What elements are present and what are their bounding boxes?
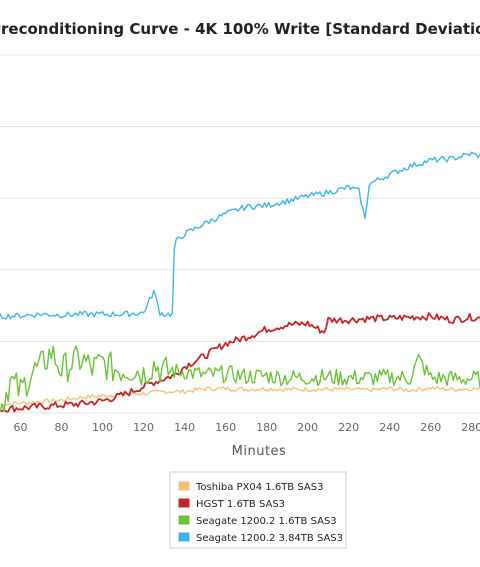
x-tick-label: 60	[14, 421, 28, 434]
legend-swatch-1	[177, 480, 191, 492]
x-tick-label: 240	[379, 421, 400, 434]
legend-label-1: Toshiba PX04 1.6TB SAS3	[195, 482, 323, 493]
x-tick-label: 140	[174, 421, 195, 434]
x-tick-label: 120	[133, 421, 154, 434]
series-line-4	[0, 151, 480, 320]
x-tick-label: 160	[215, 421, 236, 434]
legend-swatch-2	[177, 497, 191, 509]
plot-area	[0, 151, 480, 413]
x-tick-label: 200	[297, 421, 318, 434]
x-tick-label: 80	[55, 421, 69, 434]
x-axis-ticks: 60 80 100 120 140 160 180 200 220 240 260 280	[14, 421, 480, 434]
x-tick-label: 100	[92, 421, 113, 434]
legend-box	[169, 471, 347, 549]
x-tick-label: 280	[461, 421, 480, 434]
gridlines	[0, 54, 480, 414]
legend-swatch-4	[177, 531, 191, 543]
x-tick-label: 180	[256, 421, 277, 434]
series-line-1	[0, 385, 480, 407]
series-line-3	[0, 345, 480, 412]
legend-label-4: Seagate 1200.2 3.84TB SAS3	[196, 533, 343, 544]
legend-label-3: Seagate 1200.2 1.6TB SAS3	[196, 516, 337, 527]
series-line-2	[0, 312, 480, 413]
x-axis-label: Minutes	[232, 444, 287, 459]
legend-swatch-3	[177, 514, 191, 526]
x-tick-label: 260	[420, 421, 441, 434]
legend-label-2: HGST 1.6TB SAS3	[196, 499, 285, 510]
x-tick-label: 220	[338, 421, 359, 434]
chart-title: Preconditioning Curve - 4K 100% Write [S…	[0, 20, 480, 38]
legend: Toshiba PX04 1.6TB SAS3 HGST 1.6TB SAS3 Se…	[169, 471, 347, 549]
